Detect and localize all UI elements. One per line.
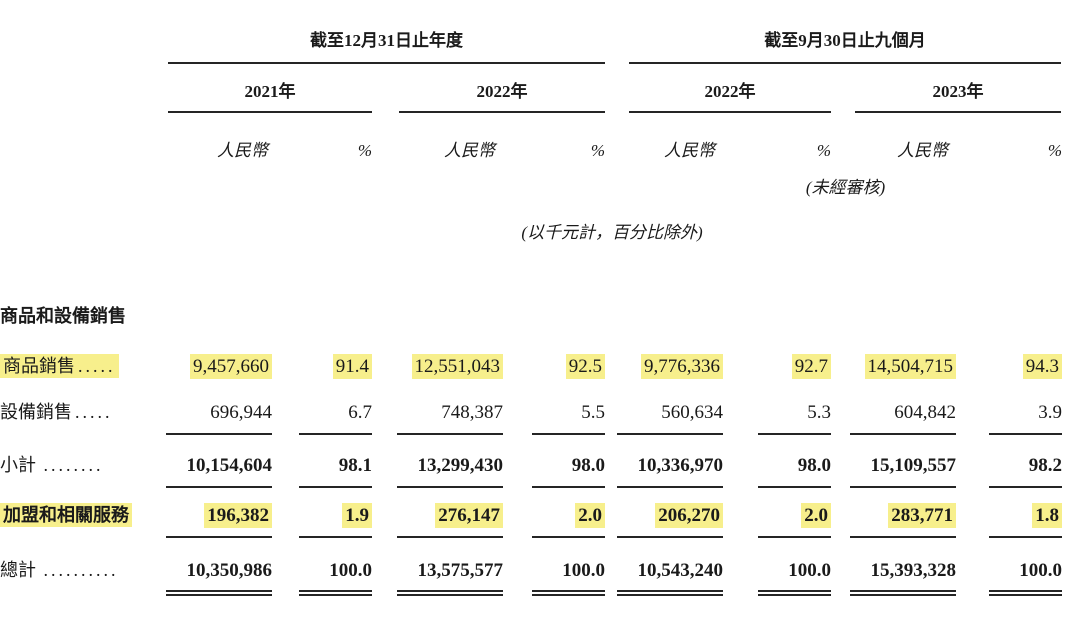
cell-value: 6.7 <box>348 402 372 423</box>
leader-dots: ........ <box>43 455 104 475</box>
cell-value: 1.9 <box>342 503 372 528</box>
row-label: 加盟和相關服務 <box>0 503 132 527</box>
cell-value: 196,382 <box>204 503 272 528</box>
row-total: 總計 .......... 10,350,986 100.0 13,575,57… <box>0 538 1062 596</box>
cell-value: 100.0 <box>329 560 372 581</box>
cell-value: 100.0 <box>1019 560 1062 581</box>
cell-value: 100.0 <box>562 560 605 581</box>
revenue-table: 截至12月31日止年度 截至9月30日止九個月 2021年 2022年 2022… <box>0 0 1062 596</box>
cell-value: 98.2 <box>1028 455 1062 476</box>
leader-dots: ..... <box>75 402 113 422</box>
cell-value: 560,634 <box>661 402 723 423</box>
cell-value: 15,393,328 <box>870 560 957 581</box>
cell-value: 12,551,043 <box>411 354 503 379</box>
units-note-row: (以千元計，百分比除外) <box>0 198 1062 243</box>
row-equipment-sales: 設備銷售..... 696,944 6.7 748,387 5.5 560,63… <box>0 387 1062 435</box>
row-subtotal: 小計 ........ 10,154,604 98.1 13,299,430 9… <box>0 435 1062 488</box>
cell-value: 100.0 <box>788 560 831 581</box>
leader-dots: .......... <box>43 560 119 580</box>
cell-value: 3.9 <box>1038 402 1062 423</box>
cell-value: 9,776,336 <box>641 354 723 379</box>
cell-value: 2.0 <box>575 503 605 528</box>
cell-value: 1.8 <box>1032 503 1062 528</box>
cell-value: 696,944 <box>210 402 272 423</box>
period-header-annual: 截至12月31日止年度 <box>168 26 605 64</box>
cell-value: 748,387 <box>441 402 503 423</box>
cell-value: 92.7 <box>791 354 831 379</box>
cell-value: 10,350,986 <box>186 560 273 581</box>
cell-value: 15,109,557 <box>870 455 957 476</box>
row-label: 總計 .......... <box>0 560 119 580</box>
cell-value: 10,336,970 <box>637 455 724 476</box>
unaudited-note: (未經審核) <box>805 178 886 197</box>
cell-value: 5.3 <box>807 402 831 423</box>
cell-value: 283,771 <box>888 503 956 528</box>
row-label: 商品銷售..... <box>0 354 119 378</box>
cell-value: 604,842 <box>894 402 956 423</box>
cell-value: 206,270 <box>655 503 723 528</box>
leader-dots: ..... <box>78 356 116 376</box>
cell-value: 9,457,660 <box>190 354 272 379</box>
subheader-percent: % <box>816 141 831 160</box>
subheader-percent: % <box>590 141 605 160</box>
row-label: 設備銷售..... <box>0 402 113 422</box>
cell-value: 13,299,430 <box>417 455 504 476</box>
section-header: 商品和設備銷售 <box>0 306 126 326</box>
subheader-percent: % <box>1047 141 1062 160</box>
year-label-2023: 2023年 <box>855 77 1061 113</box>
cell-value: 13,575,577 <box>417 560 504 581</box>
year-label-2022-nine-months: 2022年 <box>629 77 831 113</box>
cell-value: 10,154,604 <box>186 455 273 476</box>
subheader-currency: 人民幣 <box>444 141 495 160</box>
cell-value: 94.3 <box>1022 354 1062 379</box>
subheader-currency: 人民幣 <box>897 141 948 160</box>
cell-value: 98.1 <box>338 455 372 476</box>
row-franchise-services: 加盟和相關服務 196,382 1.9 276,147 2.0 206,270 … <box>0 488 1062 538</box>
units-note: (以千元計，百分比除外) <box>521 223 703 242</box>
row-label: 小計 ........ <box>0 455 104 475</box>
period-header-nine-months: 截至9月30日止九個月 <box>629 26 1061 64</box>
cell-value: 98.0 <box>571 455 605 476</box>
period-header-row: 截至12月31日止年度 截至9月30日止九個月 <box>0 0 1062 64</box>
cell-value: 14,504,715 <box>864 354 956 379</box>
row-goods-sales: 商品銷售..... 9,457,660 91.4 12,551,043 92.5… <box>0 328 1062 387</box>
year-label-2022-annual: 2022年 <box>399 77 605 113</box>
subheader-percent: % <box>357 141 372 160</box>
cell-value: 2.0 <box>801 503 831 528</box>
cell-value: 276,147 <box>435 503 503 528</box>
cell-value: 5.5 <box>581 402 605 423</box>
subheader-currency: 人民幣 <box>664 141 715 160</box>
year-header-row: 2021年 2022年 2022年 2023年 <box>0 64 1062 113</box>
year-label-2021: 2021年 <box>168 77 372 113</box>
unaudited-note-row: (未經審核) <box>0 161 1062 198</box>
cell-value: 92.5 <box>565 354 605 379</box>
cell-value: 10,543,240 <box>637 560 724 581</box>
cell-value: 98.0 <box>797 455 831 476</box>
cell-value: 91.4 <box>332 354 372 379</box>
subheader-currency: 人民幣 <box>217 141 268 160</box>
section-header-row: 商品和設備銷售 <box>0 243 1062 328</box>
subheader-row: 人民幣 % 人民幣 % 人民幣 % 人民幣 % <box>0 113 1062 161</box>
